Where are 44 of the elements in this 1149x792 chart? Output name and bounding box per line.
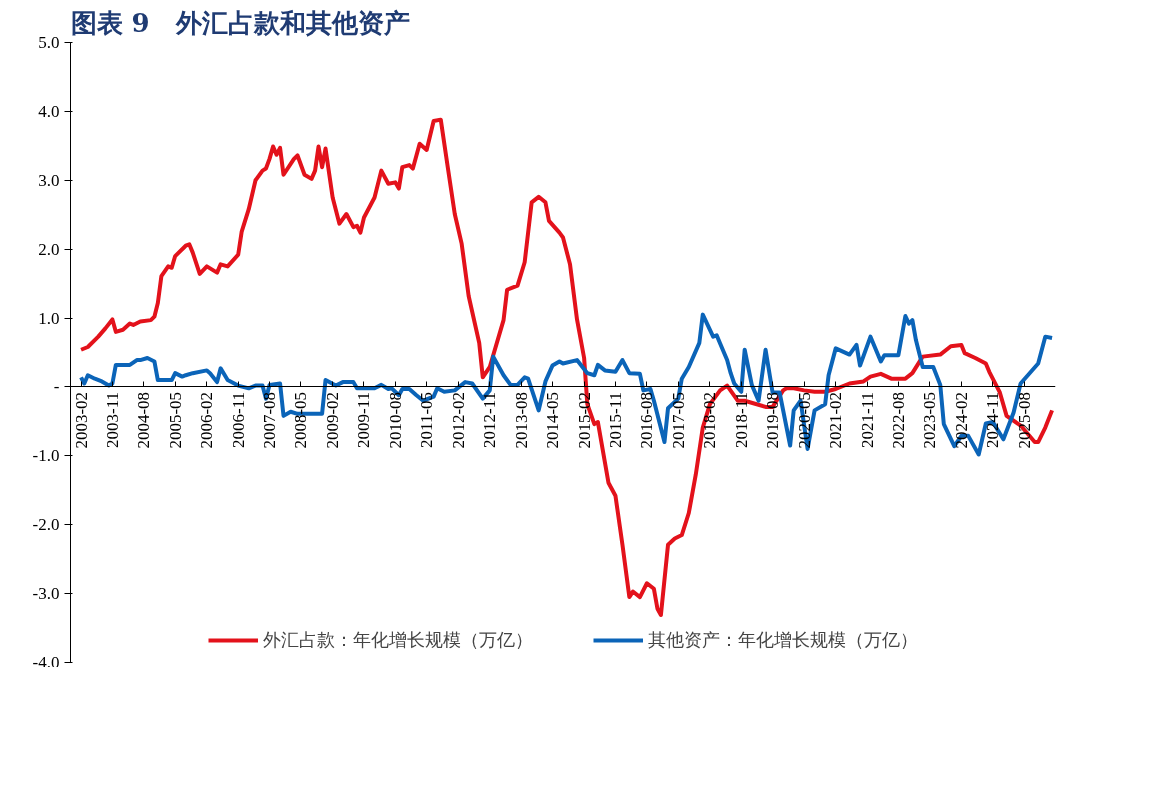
y-tick-label: 3.0 <box>38 170 60 190</box>
x-tick-label: 2008-05 <box>291 391 311 449</box>
y-tick-label: 1.0 <box>38 308 60 328</box>
y-tick-label: 4.0 <box>38 101 60 121</box>
x-tick-label: 2021-11 <box>857 391 877 448</box>
x-tick-label: 2014-05 <box>542 391 562 449</box>
x-tick-label: 2015-11 <box>605 391 625 448</box>
x-tick-label: 2004-08 <box>134 391 154 449</box>
x-tick-label: 2016-08 <box>637 391 657 449</box>
x-tick-label: 2020-05 <box>794 391 814 449</box>
chart-title: 图表 9 外汇占款和其他资产 <box>70 7 410 38</box>
x-tick-label: 2023-05 <box>920 391 940 449</box>
y-tick-label: -1.0 <box>32 446 60 466</box>
x-tick-label: 2006-02 <box>197 391 217 449</box>
y-tick-label: -4.0 <box>32 652 60 672</box>
x-tick-label: 2017-05 <box>668 391 688 449</box>
legend-label: 外汇占款：年化增长规模（万亿） <box>262 628 533 652</box>
x-tick-label: 2012-11 <box>480 391 500 448</box>
x-tick-label: 2009-11 <box>354 391 374 448</box>
legend-label: 其他资产：年化增长规模（万亿） <box>647 628 918 652</box>
y-tick-label: - <box>53 377 60 397</box>
x-tick-label: 2021-02 <box>826 391 846 449</box>
x-tick-label: 2009-02 <box>323 391 343 449</box>
x-tick-label: 2013-08 <box>511 391 531 449</box>
x-tick-label: 2024-11 <box>983 391 1003 448</box>
x-tick-label: 2010-08 <box>385 391 405 449</box>
y-tick-label: 2.0 <box>38 239 60 259</box>
x-tick-label: 2018-11 <box>731 391 751 448</box>
x-tick-label: 2005-05 <box>165 391 185 449</box>
x-tick-label: 2019-08 <box>763 391 783 449</box>
x-tick-label: 2015-02 <box>574 391 594 449</box>
x-tick-label: 2011-05 <box>417 391 437 448</box>
x-tick-label: 2003-11 <box>102 391 122 448</box>
x-tick-label: 2024-02 <box>951 391 971 449</box>
x-tick-label: 2012-02 <box>448 391 468 449</box>
y-tick-label: 5.0 <box>38 33 60 52</box>
x-tick-label: 2007-08 <box>260 391 280 449</box>
x-tick-label: 2022-08 <box>888 391 908 449</box>
x-tick-label: 2025-08 <box>1014 391 1034 449</box>
y-tick-label: -3.0 <box>32 584 60 604</box>
y-tick-label: -2.0 <box>32 515 60 535</box>
x-tick-label: 2003-02 <box>71 391 91 449</box>
x-tick-label: 2006-11 <box>228 391 248 448</box>
x-tick-label: 2018-02 <box>700 391 720 449</box>
